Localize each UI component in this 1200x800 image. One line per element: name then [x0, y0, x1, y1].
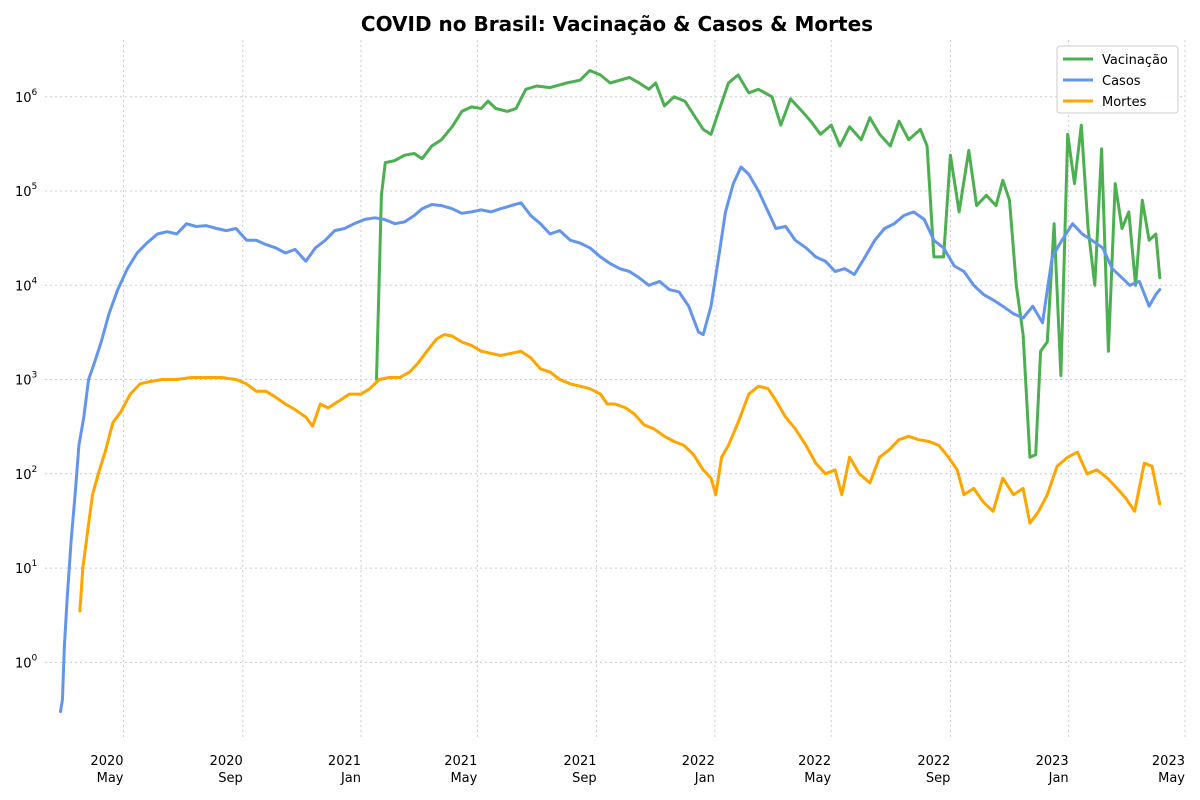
- x-tick-year: 2020: [90, 754, 123, 769]
- legend: Vacinação Casos Mortes: [1056, 45, 1179, 114]
- y-axis-ticks: 100 101 102 103 104 105 106: [15, 88, 38, 672]
- x-tick-month: Sep: [926, 771, 951, 786]
- x-tick-year: 2021: [563, 754, 596, 769]
- x-tick-year: 2022: [682, 754, 715, 769]
- x-tick-year: 2021: [444, 754, 477, 769]
- x-tick-month: Jan: [1048, 771, 1069, 786]
- x-tick-year: 2022: [917, 754, 950, 769]
- legend-label: Mortes: [1102, 95, 1147, 110]
- y-tick-label: 103: [15, 371, 37, 389]
- x-tick-month: Jan: [340, 771, 361, 786]
- series-line-casos: [59, 165, 1162, 714]
- x-tick-year: 2021: [328, 754, 361, 769]
- y-tick-label: 104: [15, 276, 38, 294]
- series-line-mortes: [78, 333, 1162, 613]
- x-tick-year: 2023: [1036, 754, 1069, 769]
- x-tick-month: May: [804, 771, 831, 786]
- series-line-vacinação: [375, 69, 1162, 459]
- x-tick-month: May: [450, 771, 477, 786]
- series-lines: [59, 69, 1162, 714]
- x-tick-month: May: [1158, 771, 1185, 786]
- x-tick-month: Sep: [572, 771, 597, 786]
- y-tick-label: 105: [15, 182, 37, 200]
- y-tick-label: 101: [15, 559, 37, 577]
- grid-lines: [45, 40, 1186, 740]
- legend-label: Vacinação: [1102, 53, 1168, 68]
- y-tick-label: 100: [15, 653, 38, 671]
- chart-title: COVID no Brasil: Vacinação & Casos & Mor…: [361, 12, 873, 36]
- x-tick-year: 2022: [798, 754, 831, 769]
- legend-box: [1056, 45, 1179, 114]
- x-axis-ticks: 2020 May 2020 Sep 2021 Jan 2021 May 2021 Sep 2022 J…: [90, 754, 1185, 786]
- x-tick-month: Sep: [218, 771, 243, 786]
- legend-label: Casos: [1102, 74, 1141, 89]
- y-tick-label: 106: [15, 88, 38, 106]
- x-tick-month: Jan: [694, 771, 715, 786]
- y-tick-label: 102: [15, 465, 37, 483]
- x-tick-year: 2020: [210, 754, 243, 769]
- x-tick-year: 2023: [1152, 754, 1185, 769]
- x-tick-month: May: [97, 771, 124, 786]
